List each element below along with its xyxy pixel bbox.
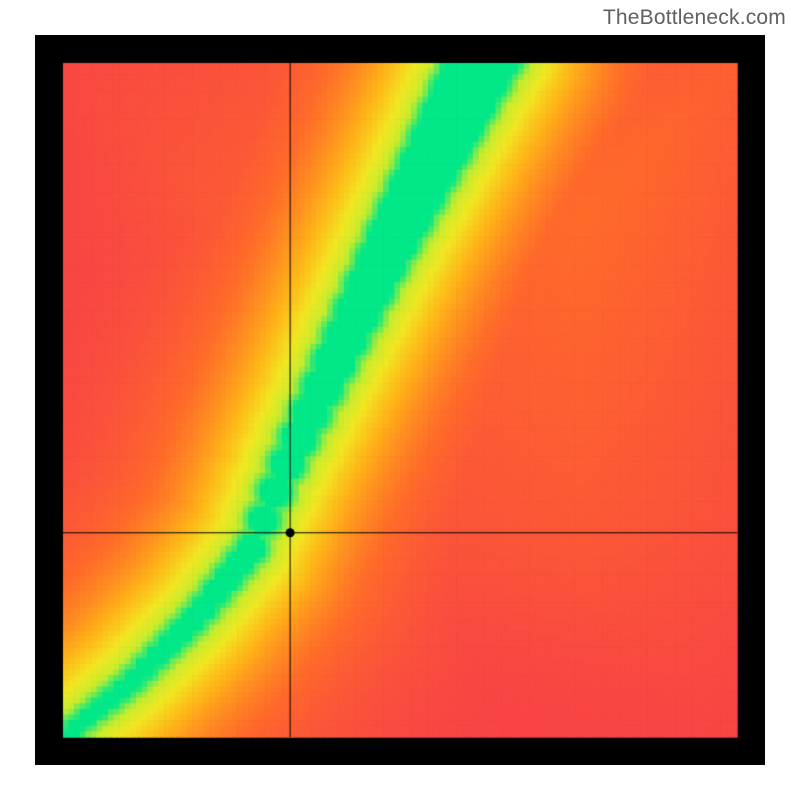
watermark-text: TheBottleneck.com xyxy=(603,6,786,30)
chart-container: TheBottleneck.com xyxy=(0,0,800,800)
plot-frame xyxy=(35,35,765,765)
heatmap-canvas xyxy=(35,35,765,765)
